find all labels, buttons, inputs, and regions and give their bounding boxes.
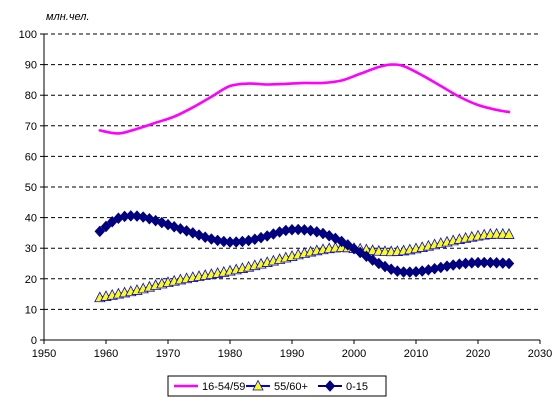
x-tick-label: 2030 xyxy=(528,348,552,360)
legend-item: 55/60+ xyxy=(246,379,308,393)
legend-item: 16-54/59 xyxy=(174,381,245,393)
legend-label: 0-15 xyxy=(346,381,368,393)
y-tick-label: 20 xyxy=(25,274,37,286)
legend-label: 16-54/59 xyxy=(202,381,245,393)
x-tick-label: 2000 xyxy=(342,348,366,360)
legend-box xyxy=(167,375,387,397)
y-tick-label: 80 xyxy=(25,90,37,102)
x-tick-label: 2010 xyxy=(404,348,428,360)
x-tick-label: 1970 xyxy=(156,348,180,360)
y-tick-label: 100 xyxy=(19,29,37,41)
diamond-marker xyxy=(324,380,336,392)
y-tick-label: 90 xyxy=(25,60,37,72)
y-tick-label: 0 xyxy=(31,335,37,347)
series-1 xyxy=(98,63,511,135)
y-tick-label: 10 xyxy=(25,304,37,316)
legend: 16-54/59 55/60+ 0-15 xyxy=(167,375,387,397)
series-3 xyxy=(94,210,515,278)
series-line xyxy=(98,63,511,135)
y-tick-label: 30 xyxy=(25,243,37,255)
x-tick-label: 1960 xyxy=(94,348,118,360)
triangle-marker xyxy=(252,379,264,391)
diamond-marker xyxy=(94,225,106,238)
y-tick-label: 70 xyxy=(25,121,37,133)
y-axis-unit-label: млн.чел. xyxy=(46,11,90,23)
x-tick-label: 1950 xyxy=(32,348,56,360)
x-tick-label: 1980 xyxy=(218,348,242,360)
diamond-marker xyxy=(100,220,112,233)
diamond-marker xyxy=(354,246,366,259)
series-lines xyxy=(94,63,515,303)
y-tick-label: 40 xyxy=(25,213,37,225)
y-tick-label: 50 xyxy=(25,182,37,194)
y-tick-label: 60 xyxy=(25,151,37,163)
x-tick-label: 1990 xyxy=(280,348,304,360)
legend-item: 0-15 xyxy=(318,380,368,393)
x-tick-label: 2020 xyxy=(466,348,490,360)
diamond-marker xyxy=(503,257,515,270)
legend-label: 55/60+ xyxy=(274,381,308,393)
triangle-marker xyxy=(503,228,515,239)
